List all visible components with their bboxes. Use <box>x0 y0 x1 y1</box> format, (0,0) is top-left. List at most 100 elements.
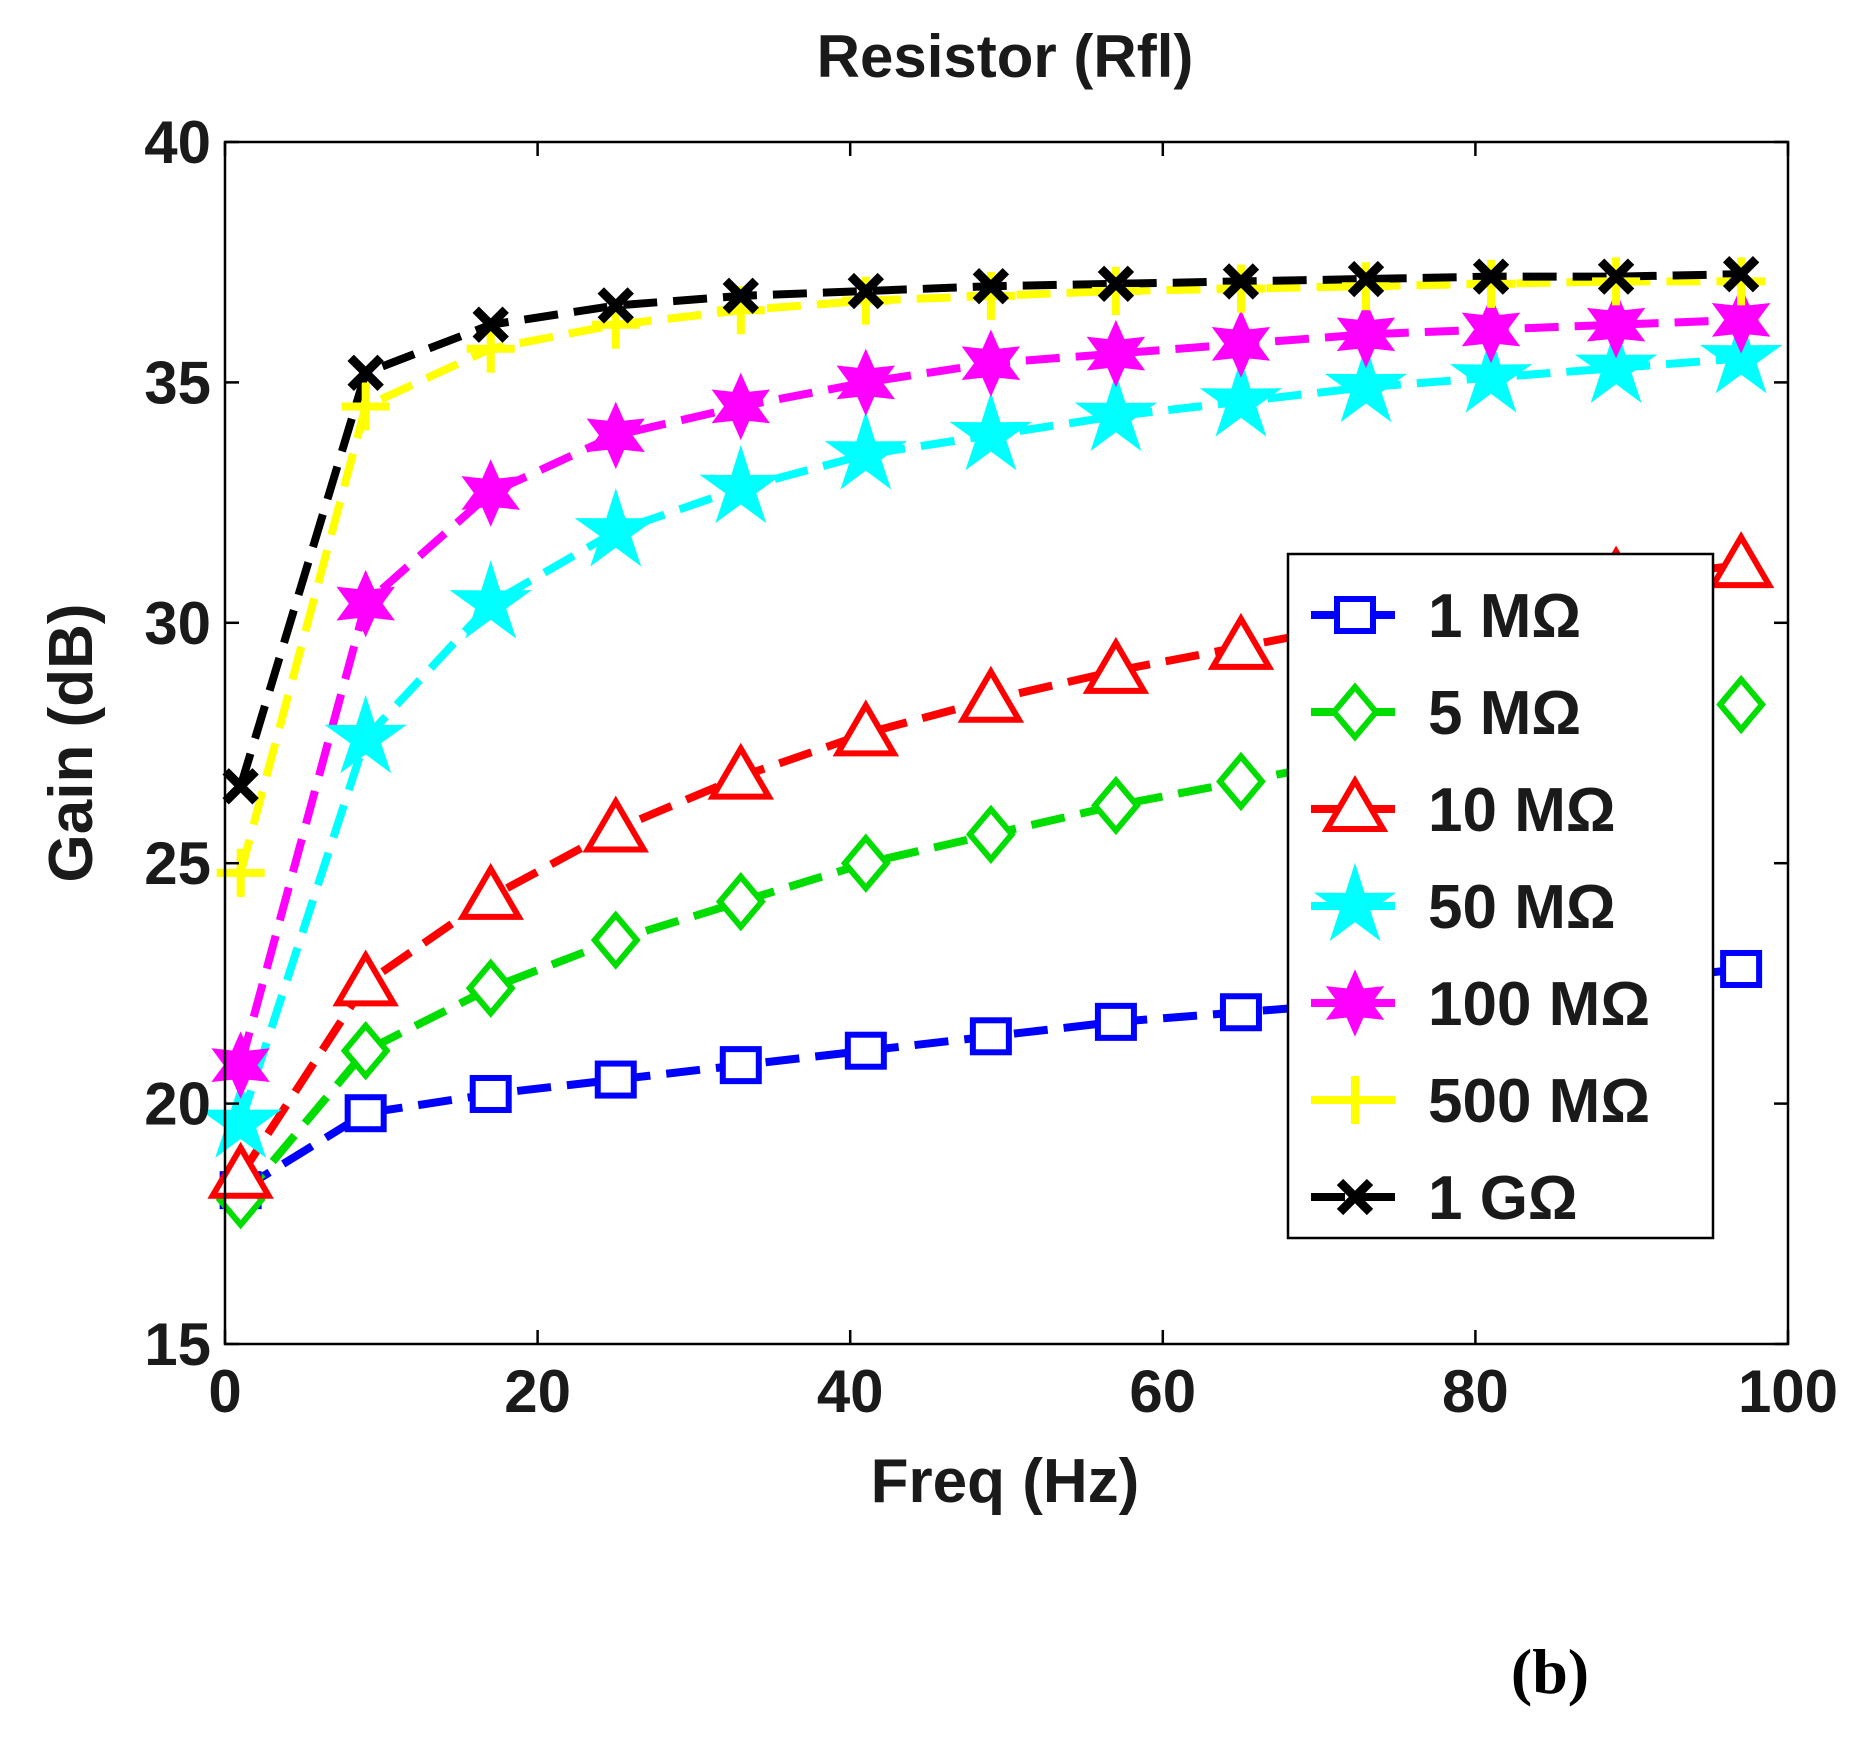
data-point <box>1199 358 1283 437</box>
data-point <box>836 348 896 417</box>
data-point <box>222 768 259 805</box>
legend-marker <box>1321 775 1389 832</box>
axes-box <box>223 140 1790 1346</box>
data-point <box>1222 263 1260 300</box>
data-point <box>1094 1002 1137 1041</box>
legend-marker <box>1313 862 1397 942</box>
data-point <box>465 958 516 1018</box>
x-tick-label: 80 <box>1442 1358 1509 1425</box>
legend-marker <box>1334 596 1376 634</box>
legend: 1 MΩ 5 MΩ 10 MΩ 50 MΩ 100 MΩ 500 MΩ 1 GΩ <box>1286 552 1715 1240</box>
data-point <box>457 862 524 920</box>
data-point <box>969 1017 1012 1056</box>
data-point <box>449 560 532 639</box>
data-point <box>1707 531 1775 589</box>
data-point <box>341 382 390 431</box>
data-point <box>847 272 885 310</box>
legend-marker <box>1325 969 1385 1037</box>
data-point <box>1207 612 1275 670</box>
legend-marker <box>1331 1076 1379 1124</box>
data-point <box>1586 290 1646 359</box>
y-tick-label: 15 <box>144 1311 211 1378</box>
legend-marker <box>1330 682 1380 742</box>
legend-label: 50 MΩ <box>1428 873 1616 942</box>
data-point <box>841 276 890 325</box>
data-point <box>699 444 782 524</box>
data-point <box>1219 993 1262 1032</box>
y-tick-label: 30 <box>144 590 211 657</box>
data-point <box>1097 265 1135 303</box>
data-point <box>1086 319 1146 388</box>
legend-label: 1 GΩ <box>1428 1164 1578 1233</box>
data-point <box>957 665 1025 723</box>
data-point <box>961 329 1021 397</box>
axis-ticks: 0 20 40 60 80 100 15 20 25 30 35 40 <box>144 109 1838 1425</box>
data-point <box>1717 257 1766 306</box>
data-point <box>1211 310 1271 378</box>
chart-title: Resistor (Rfl) <box>817 23 1194 90</box>
data-point <box>840 833 891 893</box>
data-point <box>597 287 634 324</box>
data-point <box>466 324 515 373</box>
data-point <box>332 949 399 1007</box>
data-point <box>340 1021 391 1081</box>
data-point <box>1597 258 1635 295</box>
data-point <box>1472 258 1510 295</box>
x-tick-label: 60 <box>1129 1358 1196 1425</box>
data-point <box>1216 751 1266 812</box>
data-point <box>1461 295 1521 364</box>
y-tick-label: 25 <box>144 830 211 897</box>
data-point <box>336 569 395 638</box>
y-axis-label: Gain (dB) <box>37 604 106 883</box>
data-point <box>469 1074 512 1113</box>
legend-label: 1 MΩ <box>1428 582 1581 651</box>
data-point <box>972 268 1010 305</box>
data-point <box>1347 260 1385 298</box>
data-point <box>722 277 759 315</box>
x-axis-label: Freq (Hz) <box>871 1447 1140 1516</box>
data-point <box>1716 674 1767 735</box>
y-tick-label: 35 <box>144 349 211 416</box>
data-point <box>207 1141 274 1199</box>
legend-marker <box>1336 1178 1374 1216</box>
data-point <box>824 411 908 490</box>
data-point <box>199 1079 282 1158</box>
legend-label: 5 MΩ <box>1428 679 1581 748</box>
data-point <box>1091 267 1140 316</box>
data-point <box>711 372 771 441</box>
legend-label: 500 MΩ <box>1428 1067 1650 1136</box>
data-point <box>1074 372 1158 452</box>
data-point <box>590 910 641 970</box>
data-point <box>949 391 1033 471</box>
data-point <box>1336 300 1396 369</box>
data-point <box>1082 636 1150 694</box>
data-point <box>719 1046 762 1085</box>
data-point <box>1467 259 1516 308</box>
data-point <box>1449 334 1533 413</box>
data-point <box>461 459 520 527</box>
data-point <box>472 306 509 343</box>
data-point <box>582 795 649 853</box>
data-point <box>574 488 657 567</box>
data-point <box>966 271 1015 320</box>
data-point <box>347 354 384 391</box>
data-point <box>965 804 1016 865</box>
x-tick-label: 0 <box>208 1358 241 1425</box>
data-point <box>1090 775 1141 836</box>
data-point <box>1699 315 1783 394</box>
x-tick-label: 40 <box>817 1358 884 1425</box>
data-point <box>1574 324 1658 403</box>
data-point <box>1216 264 1265 313</box>
legend-label: 10 MΩ <box>1428 776 1616 845</box>
y-tick-label: 20 <box>144 1071 211 1138</box>
y-tick-label: 40 <box>144 109 211 176</box>
data-point <box>594 1060 637 1099</box>
data-point <box>211 1031 270 1099</box>
data-point <box>1722 256 1760 293</box>
data-point <box>1341 262 1390 311</box>
data-point <box>586 401 645 470</box>
x-tick-label: 20 <box>504 1358 571 1425</box>
data-point <box>832 699 900 757</box>
data-point <box>324 694 407 774</box>
